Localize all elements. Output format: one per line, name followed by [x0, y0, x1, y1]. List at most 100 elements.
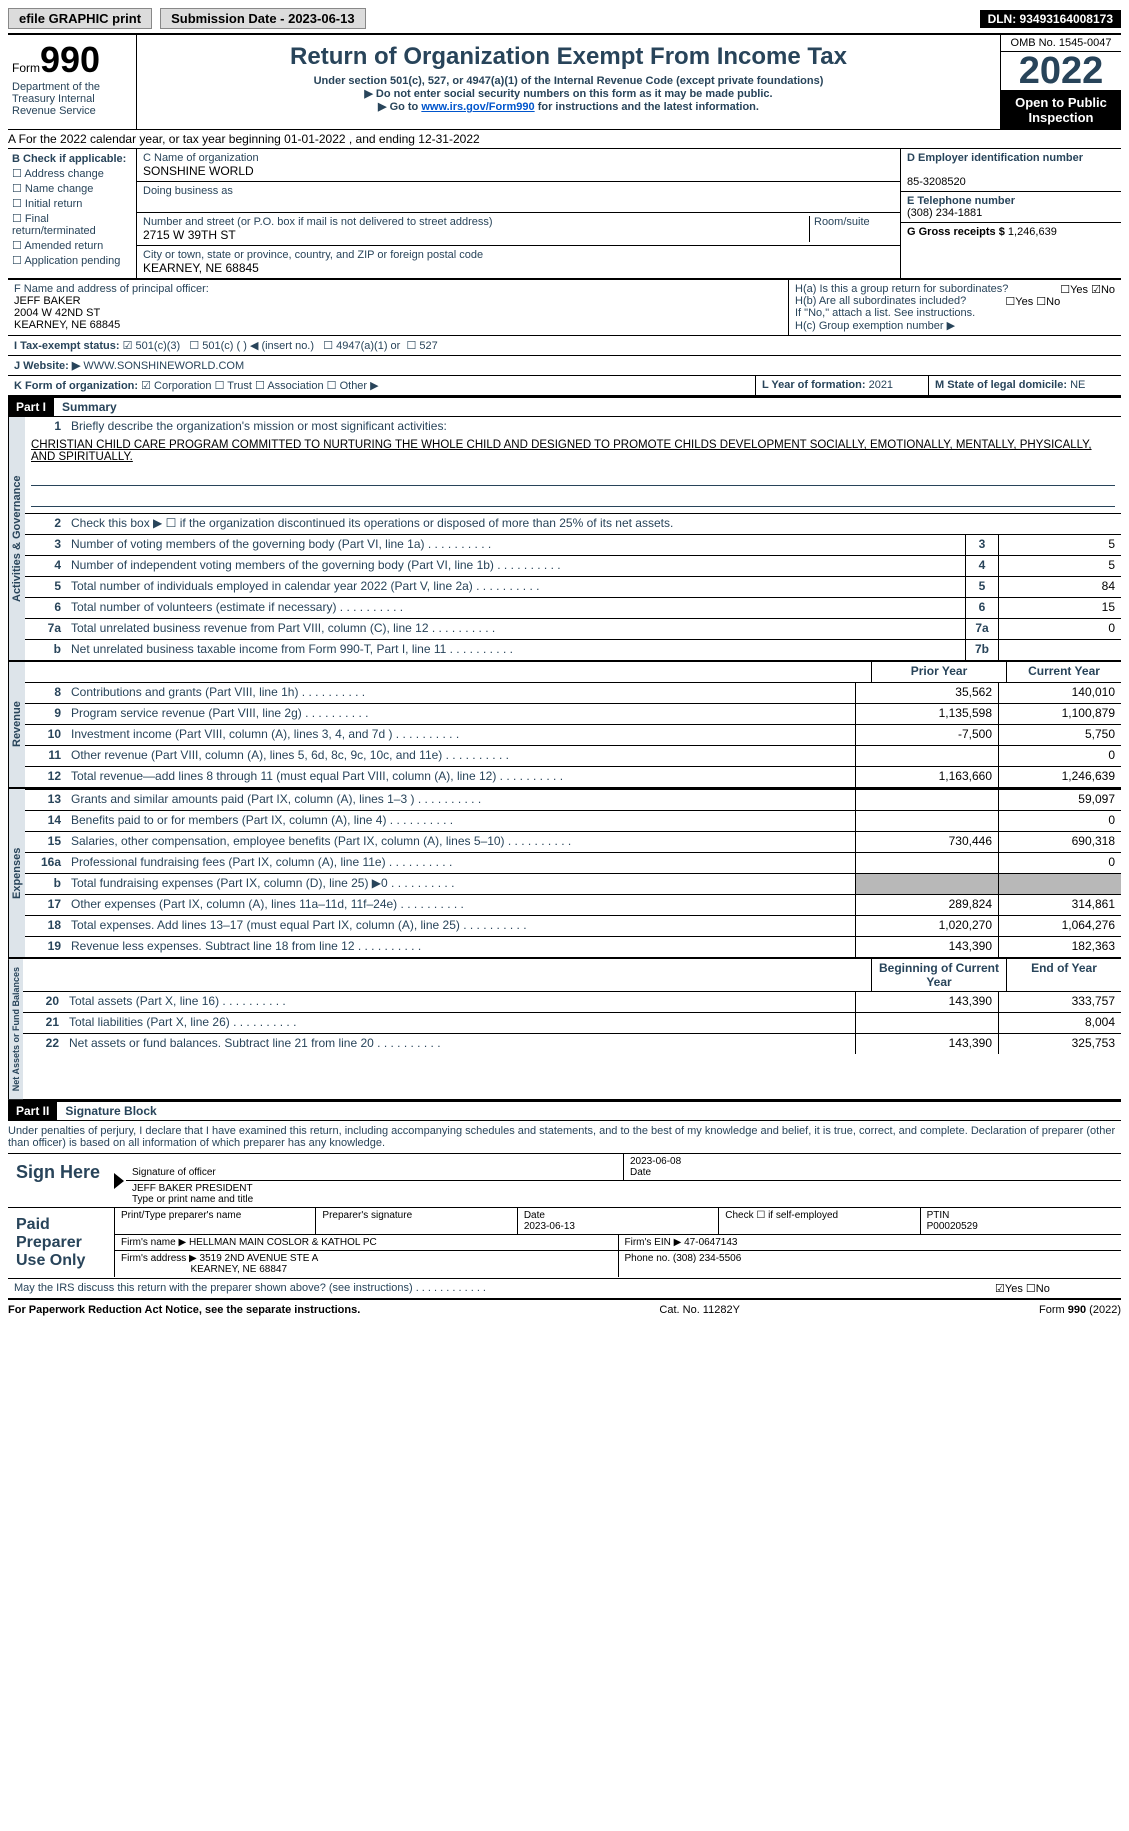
G-label: G Gross receipts $ — [907, 226, 1005, 238]
irs-link[interactable]: www.irs.gov/Form990 — [421, 101, 534, 113]
vert-governance: Activities & Governance — [8, 417, 25, 660]
part1-header: Part I Summary — [8, 397, 1121, 417]
chk-initial[interactable]: ☐ Initial return — [12, 197, 132, 210]
declaration: Under penalties of perjury, I declare th… — [8, 1121, 1121, 1154]
line-22: 22 Net assets or fund balances. Subtract… — [23, 1033, 1121, 1054]
state-domicile: NE — [1070, 379, 1085, 391]
line-b: b Net unrelated business taxable income … — [25, 639, 1121, 660]
org-street: 2715 W 39TH ST — [143, 228, 236, 242]
line2-text: Check this box ▶ ☐ if the organization d… — [67, 514, 1121, 534]
line-21: 21 Total liabilities (Part X, line 26) 8… — [23, 1012, 1121, 1033]
firm-name: HELLMAN MAIN COSLOR & KATHOL PC — [189, 1237, 377, 1248]
dba-label: Doing business as — [143, 185, 233, 197]
revenue-section: Revenue Prior Year Current Year 8 Contri… — [8, 662, 1121, 789]
part1-badge: Part I — [8, 398, 54, 416]
ein-value: 85-3208520 — [907, 176, 966, 188]
line-b: b Total fundraising expenses (Part IX, c… — [25, 873, 1121, 894]
officer-addr1: 2004 W 42ND ST — [14, 307, 100, 319]
row-A: A For the 2022 calendar year, or tax yea… — [8, 130, 1121, 149]
sign-here-row: Sign Here Signature of officer 2023-06-0… — [8, 1154, 1121, 1208]
form-subtitle: Under section 501(c), 527, or 4947(a)(1)… — [145, 75, 992, 87]
phone-value: (308) 234-1881 — [907, 207, 982, 219]
tax-year: 2022 — [1001, 52, 1121, 91]
L-label: L Year of formation: — [762, 379, 866, 391]
current-year-header: Current Year — [1006, 662, 1121, 682]
expenses-section: Expenses 13 Grants and similar amounts p… — [8, 789, 1121, 959]
E-label: E Telephone number — [907, 195, 1015, 207]
M-label: M State of legal domicile: — [935, 379, 1067, 391]
arrow-icon — [114, 1173, 124, 1189]
year-formation: 2021 — [869, 379, 893, 391]
part2-title: Signature Block — [57, 1102, 164, 1120]
Hc-label: H(c) Group exemption number ▶ — [795, 319, 1115, 332]
line-5: 5 Total number of individuals employed i… — [25, 576, 1121, 597]
dept-label: Department of the Treasury Internal Reve… — [12, 81, 132, 117]
line-15: 15 Salaries, other compensation, employe… — [25, 831, 1121, 852]
row-J: J Website: ▶ WWW.SONSHINEWORLD.COM — [8, 356, 1121, 376]
sign-here: Sign Here — [8, 1154, 114, 1207]
part2-badge: Part II — [8, 1102, 57, 1120]
I-label: I Tax-exempt status: — [14, 340, 120, 352]
mission-text: CHRISTIAN CHILD CARE PROGRAM COMMITTED T… — [25, 437, 1121, 465]
form-note2: ▶ Go to www.irs.gov/Form990 for instruct… — [145, 100, 992, 113]
line-4: 4 Number of independent voting members o… — [25, 555, 1121, 576]
form-number: 990 — [40, 39, 100, 80]
Hb-note: If "No," attach a list. See instructions… — [795, 307, 1115, 319]
gross-receipts: 1,246,639 — [1008, 226, 1057, 238]
footer-mid: Cat. No. 11282Y — [659, 1304, 740, 1316]
line-10: 10 Investment income (Part VIII, column … — [25, 724, 1121, 745]
line-17: 17 Other expenses (Part IX, column (A), … — [25, 894, 1121, 915]
prior-year-header: Prior Year — [871, 662, 1006, 682]
Hb-label: H(b) Are all subordinates included? — [795, 295, 966, 307]
line-3: 3 Number of voting members of the govern… — [25, 534, 1121, 555]
website: WWW.SONSHINEWORLD.COM — [83, 360, 244, 372]
governance-section: Activities & Governance 1 Briefly descri… — [8, 417, 1121, 662]
discuss-row: May the IRS discuss this return with the… — [8, 1279, 1121, 1300]
line-14: 14 Benefits paid to or for members (Part… — [25, 810, 1121, 831]
line1-label: Briefly describe the organization's miss… — [67, 417, 1121, 437]
line-19: 19 Revenue less expenses. Subtract line … — [25, 936, 1121, 957]
row-KLM: K Form of organization: ☑ Corporation ☐ … — [8, 376, 1121, 397]
line-7a: 7a Total unrelated business revenue from… — [25, 618, 1121, 639]
chk-address[interactable]: ☐ Address change — [12, 167, 132, 180]
addr-label: Number and street (or P.O. box if mail i… — [143, 216, 493, 228]
line-13: 13 Grants and similar amounts paid (Part… — [25, 789, 1121, 810]
line-8: 8 Contributions and grants (Part VIII, l… — [25, 682, 1121, 703]
line-6: 6 Total number of volunteers (estimate i… — [25, 597, 1121, 618]
netassets-section: Net Assets or Fund Balances Beginning of… — [8, 959, 1121, 1101]
open-public: Open to Public Inspection — [1001, 91, 1121, 129]
line-18: 18 Total expenses. Add lines 13–17 (must… — [25, 915, 1121, 936]
footer-left: For Paperwork Reduction Act Notice, see … — [8, 1304, 360, 1316]
officer-printed: JEFF BAKER PRESIDENT — [132, 1183, 253, 1194]
org-name: SONSHINE WORLD — [143, 164, 254, 178]
city-label: City or town, state or province, country… — [143, 249, 483, 261]
chk-name[interactable]: ☐ Name change — [12, 182, 132, 195]
section-BCDE: B Check if applicable: ☐ Address change … — [8, 149, 1121, 280]
J-label: J Website: ▶ — [14, 360, 80, 372]
row-I: I Tax-exempt status: ☑ 501(c)(3) ☐ 501(c… — [8, 336, 1121, 356]
officer-addr2: KEARNEY, NE 68845 — [14, 319, 120, 331]
K-label: K Form of organization: — [14, 380, 138, 392]
sig-date: 2023-06-08 — [630, 1156, 681, 1167]
form-header: Form990 Department of the Treasury Inter… — [8, 33, 1121, 130]
paid-preparer: Paid Preparer Use Only — [8, 1208, 114, 1278]
org-city: KEARNEY, NE 68845 — [143, 261, 259, 275]
part2-header: Part II Signature Block — [8, 1101, 1121, 1121]
paid-preparer-row: Paid Preparer Use Only Print/Type prepar… — [8, 1208, 1121, 1279]
efile-button[interactable]: efile GRAPHIC print — [8, 8, 152, 29]
part1-title: Summary — [54, 398, 125, 416]
chk-pending[interactable]: ☐ Application pending — [12, 254, 132, 267]
form-note1: ▶ Do not enter social security numbers o… — [145, 87, 992, 100]
end-year-header: End of Year — [1006, 959, 1121, 991]
line-20: 20 Total assets (Part X, line 16) 143,39… — [23, 991, 1121, 1012]
chk-final[interactable]: ☐ Final return/terminated — [12, 212, 132, 237]
D-label: D Employer identification number — [907, 152, 1083, 164]
line-12: 12 Total revenue—add lines 8 through 11 … — [25, 766, 1121, 787]
B-label: B Check if applicable: — [12, 153, 126, 165]
C-name-label: C Name of organization — [143, 152, 259, 164]
sig-officer-label: Signature of officer — [132, 1167, 216, 1178]
chk-amended[interactable]: ☐ Amended return — [12, 239, 132, 252]
form-word: Form — [12, 61, 40, 75]
row-FH: F Name and address of principal officer:… — [8, 280, 1121, 336]
room-label: Room/suite — [814, 216, 870, 228]
